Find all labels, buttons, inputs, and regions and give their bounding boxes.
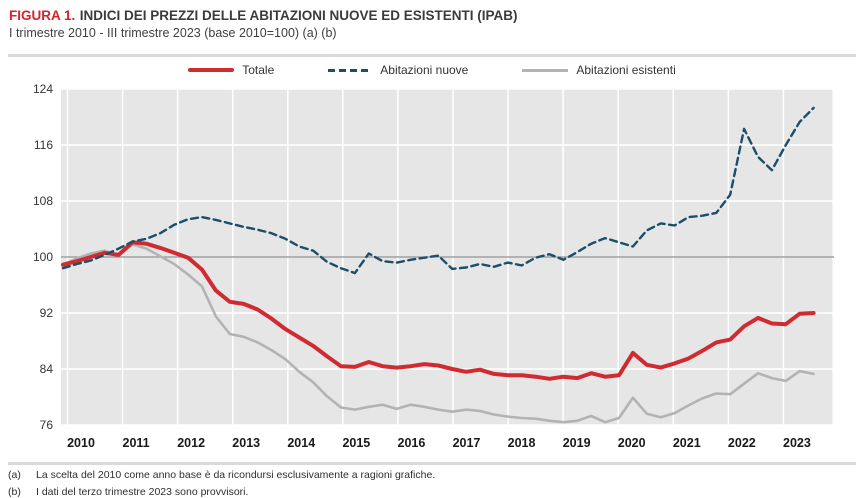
x-year-label: 2015 [342, 436, 370, 450]
chart-area: 76 84 92 100 108 116 124 2010 2011 2012 2013 2014 20… [8, 82, 856, 459]
footnote-a: (a) La scelta del 2010 come anno base è d… [8, 469, 435, 481]
x-year-label: 2023 [783, 436, 811, 450]
x-year-label: 2012 [177, 436, 205, 450]
y-tick-label: 84 [40, 362, 54, 376]
x-year-label: 2020 [618, 436, 646, 450]
legend-label-totale: Totale [242, 63, 275, 77]
y-tick-label: 92 [40, 306, 54, 320]
footnote-b-text: I dati del terzo trimestre 2023 sono pro… [36, 486, 249, 498]
legend-item-totale: Totale [188, 63, 274, 77]
line-chart-svg: 76 84 92 100 108 116 124 2010 2011 2012 2013 2014 20… [33, 82, 834, 450]
footnote-a-text: La scelta del 2010 come anno base è da r… [36, 469, 436, 481]
legend-label-esistenti: Abitazioni esistenti [576, 63, 676, 77]
legend-swatch-nuove [328, 68, 373, 72]
x-year-label: 2010 [67, 436, 95, 450]
x-year-label: 2021 [673, 436, 701, 450]
figure-title: INDICI DEI PREZZI DELLE ABITAZIONI NUOVE… [79, 8, 518, 23]
x-year-label: 2022 [728, 436, 756, 450]
x-year-label: 2018 [508, 436, 536, 450]
x-year-label: 2011 [123, 436, 150, 450]
series-line-nuove [61, 106, 815, 275]
legend-item-esistenti: Abitazioni esistenti [522, 63, 676, 77]
footnote-b: (b) I dati del terzo trimestre 2023 sono … [8, 486, 248, 498]
figure-header: FIGURA 1. INDICI DEI PREZZI DELLE ABITAZ… [9, 7, 855, 24]
y-tick-label: 108 [33, 194, 53, 208]
top-divider [8, 54, 856, 57]
bottom-divider [8, 462, 856, 465]
footnote-a-letter: (a) [8, 469, 21, 481]
x-year-label: 2017 [453, 436, 481, 450]
figure-subtitle: I trimestre 2010 - III trimestre 2023 (b… [9, 26, 337, 40]
legend-swatch-esistenti [522, 68, 569, 72]
x-year-label: 2019 [563, 436, 591, 450]
y-tick-label: 100 [33, 250, 53, 264]
x-year-label: 2014 [287, 436, 315, 450]
legend-label-nuove: Abitazioni nuove [380, 63, 469, 77]
series-line-esistenti [61, 243, 815, 424]
x-year-label: 2016 [398, 436, 426, 450]
chart-legend: Totale Abitazioni nuove Abitazioni esist… [0, 63, 864, 77]
legend-item-nuove: Abitazioni nuove [328, 63, 468, 77]
y-tick-label: 116 [34, 138, 53, 152]
y-tick-label: 76 [40, 418, 54, 432]
figure-number-label: FIGURA 1. [9, 8, 76, 23]
y-tick-label: 124 [33, 84, 53, 96]
footnote-b-letter: (b) [8, 486, 21, 498]
legend-swatch-totale [188, 68, 235, 72]
series-line-totale [61, 240, 816, 381]
x-year-label: 2013 [232, 436, 260, 450]
